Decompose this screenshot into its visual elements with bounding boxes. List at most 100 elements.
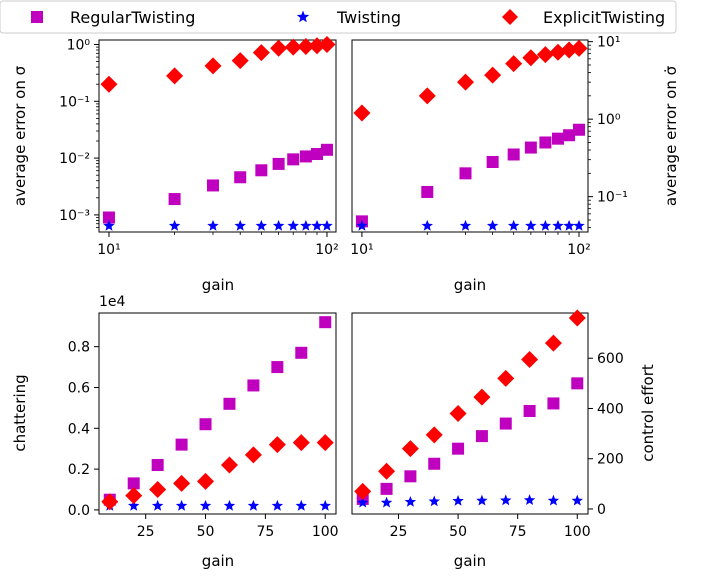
point-twisting (272, 219, 285, 231)
point-regular-twisting (299, 150, 312, 163)
x-tick-label: 10² (315, 242, 338, 258)
point-explicit-twisting (166, 67, 184, 85)
point-regular-twisting (563, 129, 576, 142)
point-explicit-twisting (204, 57, 222, 75)
x-tick-label: 75 (509, 524, 527, 540)
point-twisting (207, 219, 219, 231)
point-regular-twisting (539, 136, 552, 149)
point-explicit-twisting (316, 434, 334, 452)
y-tick-label: 0.2 (68, 462, 90, 478)
legend-label-twisting: Twisting (336, 8, 401, 27)
point-twisting (223, 499, 236, 511)
point-twisting (563, 219, 575, 231)
point-explicit-twisting (505, 55, 523, 73)
x-tick-label: 50 (449, 524, 467, 540)
point-twisting (319, 499, 331, 511)
legend: RegularTwisting Twisting ExplicitTwistin… (0, 0, 677, 34)
x-tick-label: 50 (197, 524, 215, 540)
point-explicit-twisting (318, 35, 336, 53)
y-tick-label: 10⁰ (597, 112, 621, 128)
point-twisting (525, 219, 537, 231)
point-explicit-twisting (497, 369, 515, 387)
point-twisting (168, 219, 181, 231)
point-twisting (573, 219, 585, 231)
y-tick-label: 0.8 (68, 340, 90, 356)
legend-label-explicit-twisting: ExplicitTwisting (543, 8, 665, 27)
point-explicit-twisting (244, 446, 262, 464)
point-twisting (311, 219, 323, 231)
plot-frame (98, 39, 337, 233)
point-explicit-twisting (100, 75, 118, 93)
point-explicit-twisting (401, 440, 419, 458)
y-tick-label: 200 (597, 452, 624, 468)
point-twisting (103, 219, 115, 231)
point-regular-twisting (127, 477, 140, 490)
point-twisting (357, 496, 369, 508)
point-explicit-twisting (270, 39, 288, 57)
point-explicit-twisting (568, 309, 586, 327)
point-twisting (128, 499, 140, 511)
chart-top-right: 10¹ 10² 10⁻¹ 10⁰ 10¹ gain average error on σ… (350, 35, 680, 294)
y-tick-label: 0.4 (68, 421, 90, 437)
point-regular-twisting (295, 346, 308, 359)
y-offset-label: 1e4 (99, 294, 126, 310)
x-axis-label: gain (202, 552, 234, 570)
point-regular-twisting (223, 397, 236, 410)
y-tick-label: 600 (597, 351, 624, 367)
x-tick-label: 100 (312, 524, 339, 540)
point-explicit-twisting (354, 482, 372, 500)
point-twisting (321, 219, 333, 231)
point-explicit-twisting (220, 456, 238, 474)
point-explicit-twisting (378, 462, 396, 480)
data-marks (353, 39, 588, 231)
x-tick-label: 100 (564, 524, 591, 540)
point-regular-twisting (247, 379, 260, 392)
axis-ticks: 25 50 75 100 0 200 400 600 (390, 351, 624, 540)
point-explicit-twisting (549, 43, 567, 61)
point-regular-twisting (319, 316, 332, 329)
point-twisting (523, 494, 536, 506)
x-tick-label: 10¹ (350, 242, 373, 258)
point-regular-twisting (524, 141, 537, 154)
axis-ticks: 25 50 75 100 0.0 0.2 0.4 0.6 0.8 (68, 340, 339, 540)
y-tick-label: 400 (597, 401, 624, 417)
point-twisting (486, 219, 499, 231)
point-explicit-twisting (125, 487, 143, 505)
point-explicit-twisting (297, 38, 315, 56)
point-twisting (151, 499, 164, 511)
point-twisting (476, 494, 488, 506)
x-axis-label: gain (202, 276, 234, 294)
point-explicit-twisting (484, 66, 502, 84)
legend-frame (0, 0, 677, 34)
point-twisting (199, 499, 212, 511)
point-explicit-twisting (101, 493, 119, 511)
point-explicit-twisting (268, 436, 286, 454)
axis-ticks: 10¹ 10² 10⁻¹ 10⁰ 10¹ (350, 35, 628, 258)
point-regular-twisting (421, 185, 434, 198)
point-explicit-twisting (149, 481, 167, 499)
point-regular-twisting (523, 404, 536, 417)
point-explicit-twisting (536, 46, 554, 64)
point-explicit-twisting (522, 49, 540, 67)
point-twisting (234, 219, 246, 231)
point-twisting (247, 499, 260, 511)
y-tick-label: 0.0 (68, 503, 90, 519)
y-axis-label: average error on σ̇ (662, 65, 680, 206)
point-explicit-twisting (473, 388, 491, 406)
chart-top-left: 10¹ 10² 10⁻³ 10⁻² 10⁻¹ 10⁰ gain average error… (11, 35, 339, 294)
x-tick-label: 10² (567, 242, 590, 258)
point-explicit-twisting (284, 38, 302, 56)
point-twisting (428, 495, 440, 507)
point-twisting (500, 494, 512, 506)
y-tick-label: 10⁻¹ (59, 94, 90, 110)
point-explicit-twisting (457, 73, 475, 91)
point-regular-twisting (573, 123, 586, 136)
x-tick-label: 10¹ (97, 242, 120, 258)
point-regular-twisting (199, 418, 212, 431)
point-regular-twisting (547, 397, 560, 410)
point-regular-twisting (271, 361, 284, 374)
point-twisting (404, 495, 417, 507)
y-axis-label: chattering (11, 374, 29, 451)
chart-bottom-left: 25 50 75 100 0.0 0.2 0.4 0.6 0.8 1e4 gain chatte… (11, 294, 339, 570)
point-twisting (175, 499, 188, 511)
